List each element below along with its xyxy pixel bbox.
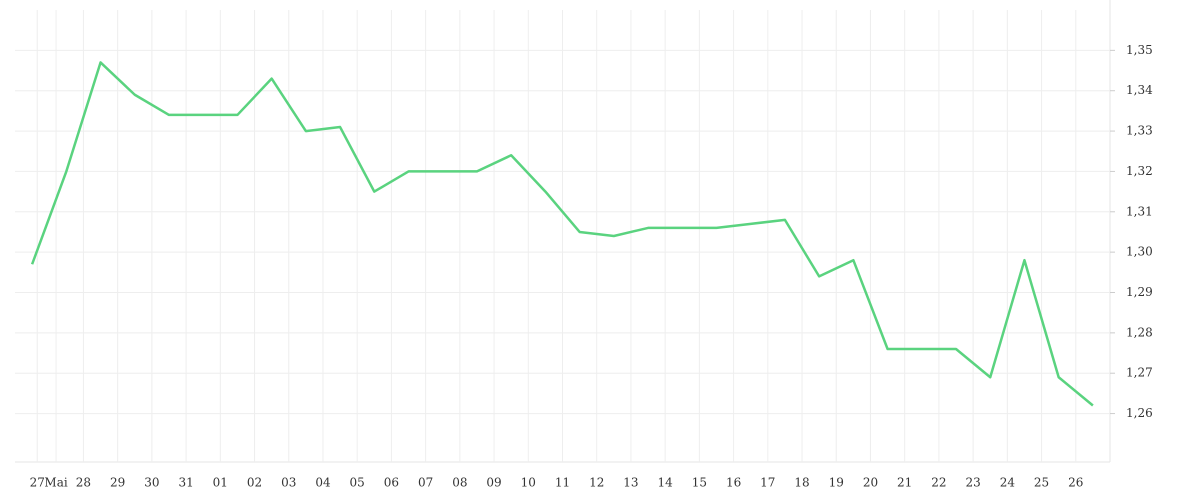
x-tick-label: 29	[110, 476, 125, 490]
y-tick-label: 1,33	[1126, 124, 1153, 138]
y-tick-label: 1,28	[1126, 325, 1153, 339]
x-tick-label: 11	[555, 476, 570, 490]
x-tick-label: 16	[726, 476, 741, 490]
y-tick-label: 1,32	[1126, 164, 1153, 178]
y-tick-label: 1,35	[1126, 43, 1153, 57]
x-tick-label: 07	[418, 476, 433, 490]
y-tick-label: 1,27	[1126, 366, 1153, 380]
x-tick-label: 03	[281, 476, 296, 490]
x-tick-label: 27	[30, 476, 45, 490]
y-tick-label: 1,26	[1126, 406, 1153, 420]
x-tick-label: Mai	[44, 476, 67, 490]
x-tick-label: 06	[384, 476, 399, 490]
x-tick-label: 28	[76, 476, 91, 490]
line-series	[30, 61, 1094, 407]
y-tick-label: 1,29	[1126, 285, 1153, 299]
x-tick-label: 14	[658, 476, 674, 490]
x-tick-label: 31	[178, 476, 193, 490]
x-tick-label: 13	[623, 476, 638, 490]
x-tick-label: 10	[521, 476, 536, 490]
x-tick-label: 20	[863, 476, 878, 490]
x-tick-label: 15	[692, 476, 707, 490]
x-tick-label: 30	[144, 476, 159, 490]
y-tick-label: 1,30	[1126, 245, 1153, 259]
x-tick-label: 18	[794, 476, 809, 490]
x-tick-label: 04	[315, 476, 331, 490]
x-tick-label: 01	[213, 476, 228, 490]
x-tick-label: 19	[829, 476, 844, 490]
x-tick-label: 23	[965, 476, 980, 490]
x-tick-label: 21	[897, 476, 912, 490]
x-tick-label: 12	[589, 476, 604, 490]
x-tick-label: 05	[350, 476, 365, 490]
y-tick-label: 1,34	[1126, 83, 1153, 97]
x-tick-label: 17	[760, 476, 775, 490]
x-tick-label: 08	[452, 476, 467, 490]
x-tick-label: 24	[1000, 476, 1016, 490]
x-tick-label: 22	[931, 476, 946, 490]
x-tick-label: 26	[1068, 476, 1083, 490]
x-tick-label: 25	[1034, 476, 1049, 490]
x-tick-label: 09	[486, 476, 501, 490]
x-tick-label: 02	[247, 476, 262, 490]
y-tick-label: 1,31	[1126, 204, 1153, 218]
